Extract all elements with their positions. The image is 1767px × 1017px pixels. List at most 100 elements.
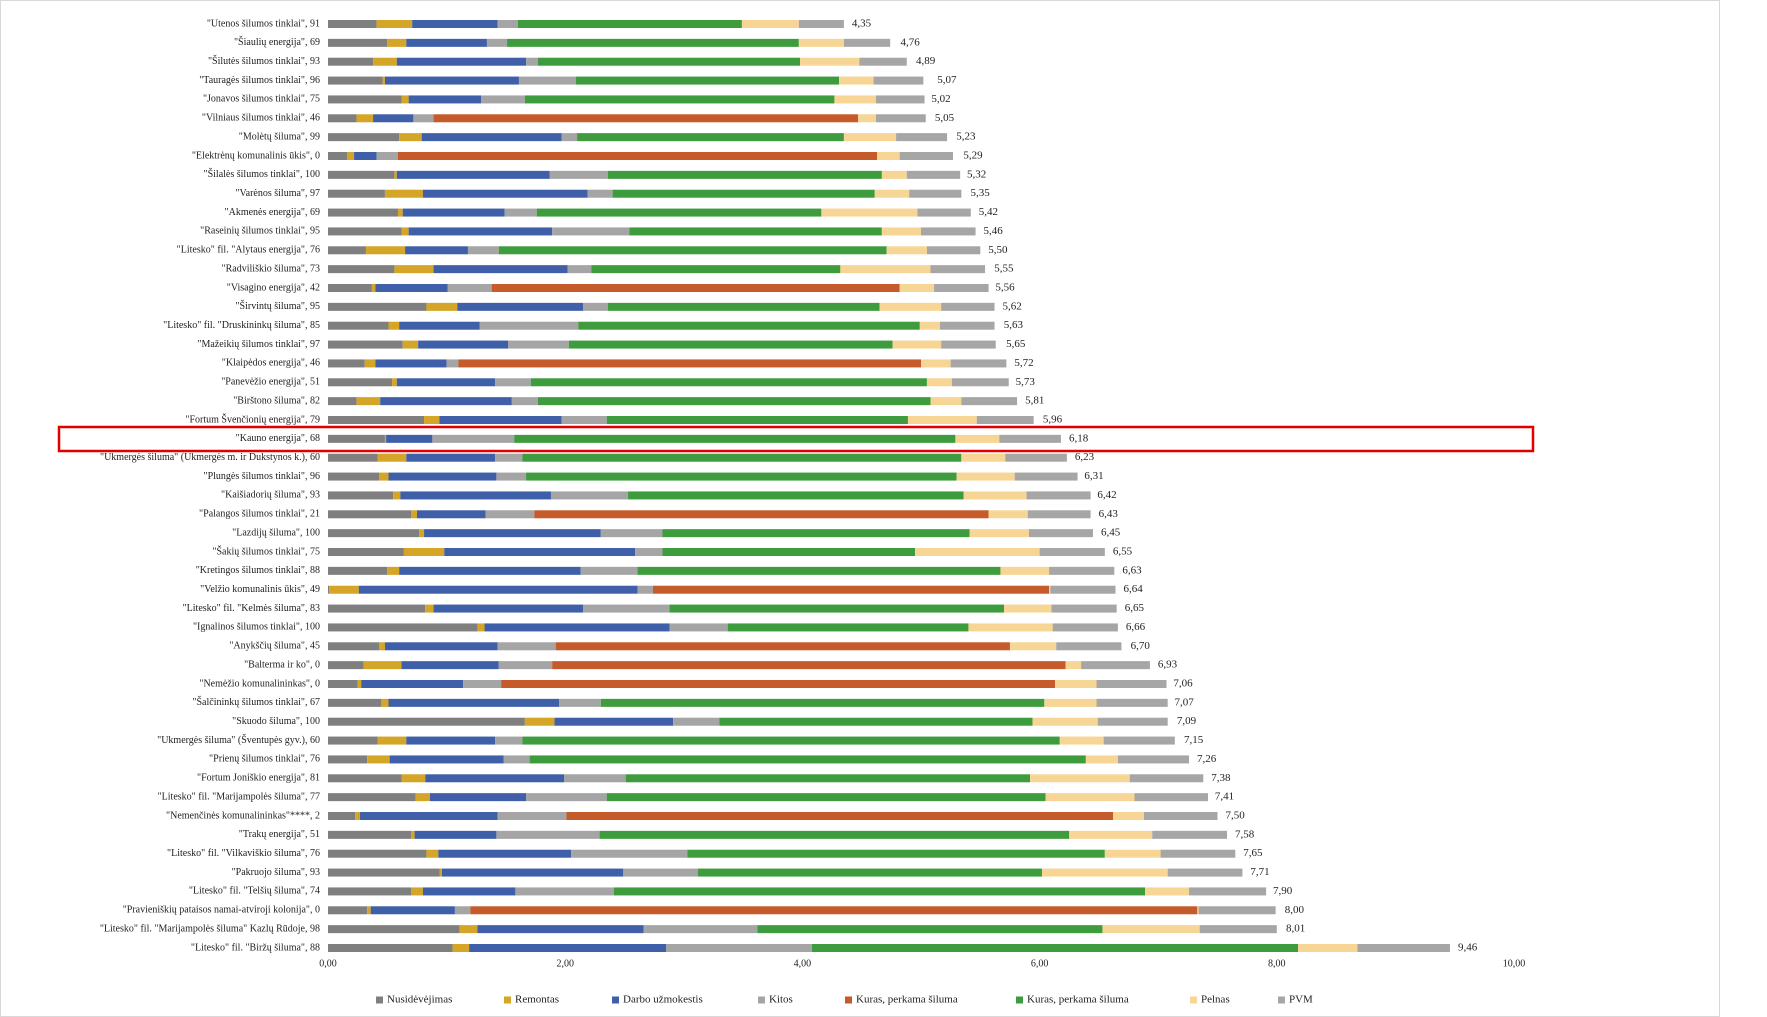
bar-segment: [578, 321, 920, 330]
bar-segment: [575, 76, 840, 85]
bar-segment: [375, 359, 447, 368]
bar-segment: [530, 378, 927, 387]
bar-segment: [613, 887, 1146, 896]
bar-segment: [328, 152, 347, 160]
bar-segment: [587, 189, 613, 198]
bar-segment: [907, 416, 977, 424]
bar-segment: [1069, 830, 1153, 839]
total-label: 6,65: [1125, 602, 1145, 614]
bar-segment: [381, 698, 389, 707]
bar-segment: [926, 246, 981, 255]
bar-segment: [522, 453, 962, 462]
bar-segment: [328, 491, 394, 500]
bar-segment: [719, 717, 1033, 726]
bar-segment: [446, 359, 459, 368]
category-label: "Litesko" fil. "Druskininkų šiluma", 85: [163, 320, 320, 331]
bar-segment: [416, 510, 486, 519]
bar-segment: [328, 57, 374, 66]
category-label: "Litesko" fil. "Biržų šiluma", 88: [191, 942, 320, 953]
total-label: 7,90: [1273, 885, 1293, 897]
bar-segment: [526, 472, 957, 481]
bar-segment: [384, 76, 519, 85]
category-label: "Nemėžio komunalininkas", 0: [199, 678, 320, 689]
total-label: 7,58: [1235, 828, 1255, 840]
bar-segment: [424, 529, 601, 538]
legend-label: Pelnas: [1201, 994, 1230, 1006]
category-label: "Kauno energija", 68: [236, 433, 320, 444]
bar-segment: [951, 378, 1009, 387]
bar-segment: [582, 604, 670, 613]
bar-segment: [328, 189, 385, 198]
bar-segment: [1059, 736, 1104, 745]
bar-segment: [874, 189, 910, 198]
bar-segment: [892, 340, 942, 349]
bar-segment: [384, 189, 423, 198]
bar-segment: [328, 38, 388, 47]
bar-segment: [1039, 548, 1105, 556]
bar-segment: [930, 397, 962, 406]
bar-segment: [458, 359, 921, 368]
bar-segment: [387, 566, 400, 575]
total-label: 6,70: [1131, 640, 1151, 652]
legend-label: Kitos: [769, 994, 793, 1006]
bar-segment: [635, 548, 663, 556]
bar-segment: [356, 397, 381, 406]
bar-segment: [757, 925, 1103, 934]
bar-segment: [452, 944, 470, 952]
bar-segment: [591, 265, 841, 274]
bar-segment: [840, 265, 931, 274]
bar-segment: [1032, 717, 1098, 726]
plot-area: 0,00 2,00 4,00 6,00 8,00 10,00 "Utenos šilumos…: [100, 18, 1525, 1006]
bar-segment: [623, 868, 699, 877]
legend-swatch: [612, 996, 619, 1004]
category-label: "Ignalinos šilumos tinklai", 100: [193, 622, 320, 633]
bar-segment: [567, 265, 592, 274]
bar-segment: [1004, 604, 1052, 613]
bar-segment: [552, 661, 1066, 670]
category-label: "Šalčininkų šilumos tinklai", 67: [192, 696, 320, 708]
total-label: 5,81: [1025, 395, 1044, 407]
bar-segment: [422, 887, 516, 896]
bar-segment: [467, 246, 499, 255]
bar-segment: [463, 680, 502, 688]
total-label: 5,23: [956, 131, 976, 143]
bar-segment: [934, 284, 989, 292]
bar-segment: [328, 944, 453, 952]
bar-segment: [515, 887, 614, 896]
bar-segment: [470, 906, 1198, 915]
bar-segment: [377, 736, 407, 745]
bar-segment: [328, 416, 425, 424]
bar-segment: [1056, 642, 1122, 651]
total-label: 4,35: [852, 18, 872, 30]
bar-segment: [1198, 906, 1276, 915]
bar-segment: [418, 340, 509, 349]
bar-segment: [961, 453, 1006, 462]
bar-segment: [346, 152, 355, 160]
total-label: 8,00: [1285, 904, 1305, 916]
bar-segment: [373, 114, 414, 123]
bar-segment: [1085, 755, 1118, 764]
bar-segment: [328, 585, 330, 594]
bar-segment: [402, 208, 505, 217]
bar-segment: [457, 302, 583, 311]
bar-segment: [376, 152, 398, 160]
bar-segment: [429, 793, 527, 802]
bar-segment: [637, 585, 653, 594]
bar-segment: [1357, 944, 1450, 952]
bar-segment: [497, 642, 556, 651]
bar-segment: [479, 321, 579, 330]
total-label: 5,32: [967, 168, 986, 180]
bar-segment: [444, 548, 636, 556]
legend-label: Remontas: [515, 994, 559, 1006]
total-label: 7,38: [1211, 772, 1231, 784]
bar-segment: [406, 38, 487, 47]
total-label: 5,07: [937, 74, 957, 86]
bar-segment: [328, 868, 440, 877]
bar-segment: [328, 133, 400, 142]
bar-segment: [1028, 529, 1093, 538]
category-label: "Šilalės šilumos tinklai", 100: [204, 168, 321, 180]
bar-segment: [501, 680, 1056, 688]
total-label: 7,15: [1184, 734, 1204, 746]
total-label: 6,63: [1122, 564, 1142, 576]
bar-segment: [956, 472, 1015, 481]
